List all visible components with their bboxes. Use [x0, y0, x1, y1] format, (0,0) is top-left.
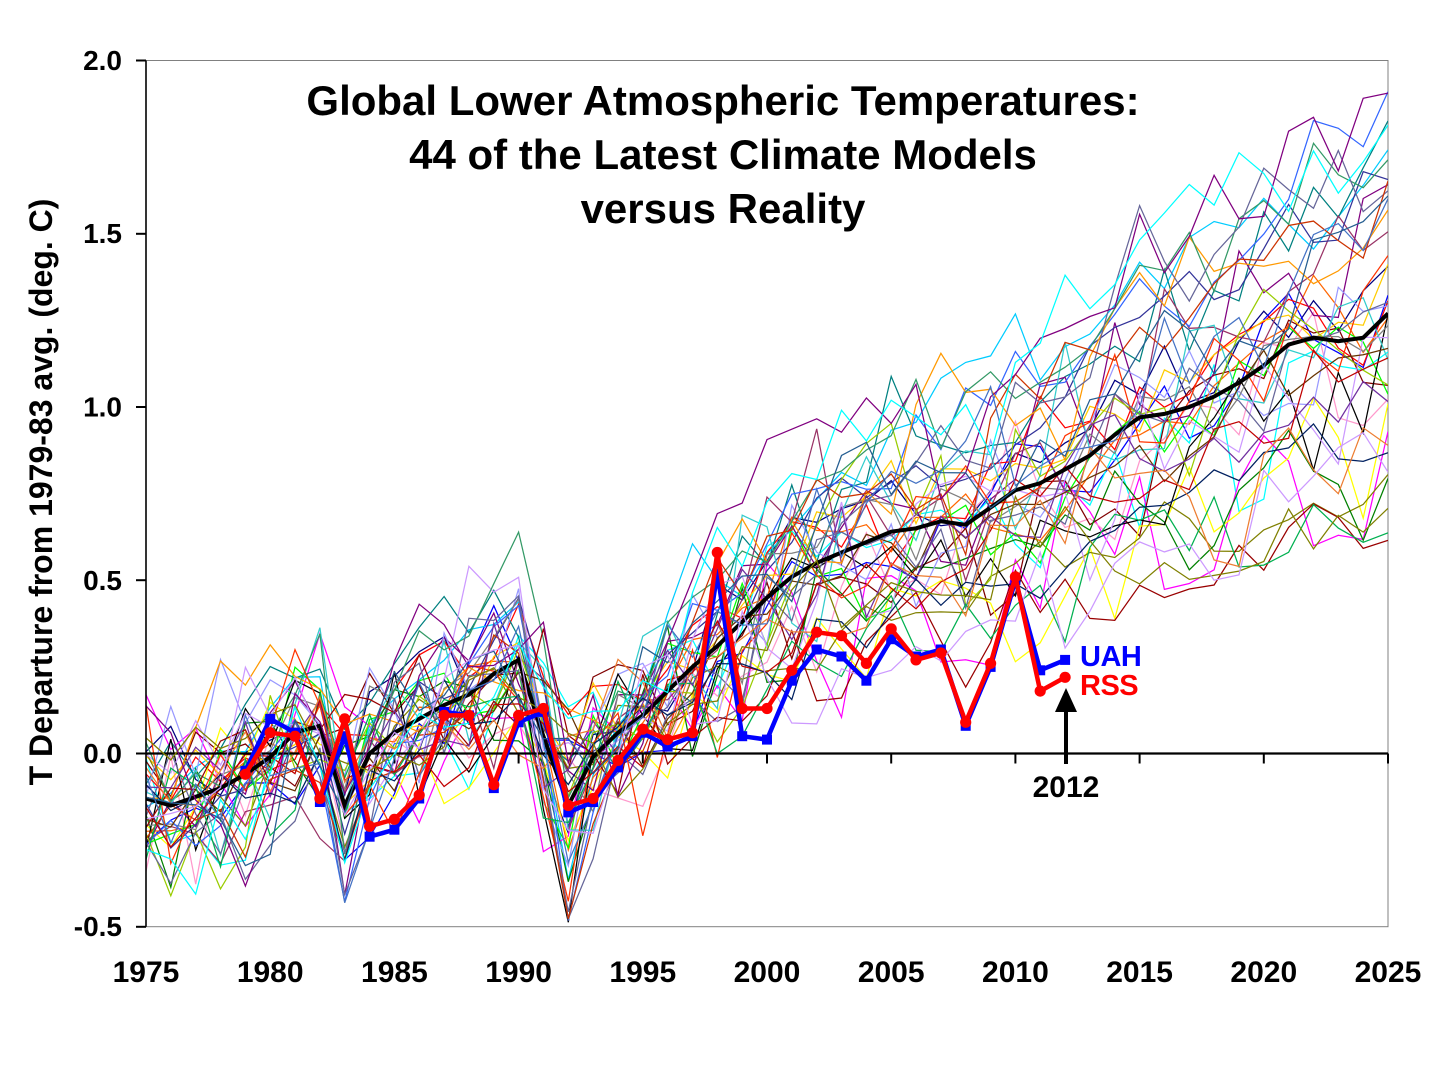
- svg-text:2012: 2012: [1033, 771, 1100, 804]
- svg-text:1.0: 1.0: [83, 392, 122, 423]
- svg-text:2.0: 2.0: [83, 45, 122, 76]
- svg-text:2010: 2010: [982, 956, 1049, 989]
- svg-text:T Departure from 1979-83 avg.: T Departure from 1979-83 avg. (deg. C): [23, 199, 59, 786]
- svg-text:1995: 1995: [609, 956, 676, 989]
- svg-text:2025: 2025: [1355, 956, 1422, 989]
- svg-text:2020: 2020: [1230, 956, 1297, 989]
- svg-text:2000: 2000: [734, 956, 801, 989]
- svg-text:UAH: UAH: [1080, 641, 1141, 673]
- svg-text:1975: 1975: [113, 956, 180, 989]
- svg-text:0.0: 0.0: [83, 738, 122, 769]
- svg-text:1.5: 1.5: [83, 218, 122, 249]
- svg-text:1985: 1985: [361, 956, 428, 989]
- svg-text:2005: 2005: [858, 956, 925, 989]
- svg-text:0.5: 0.5: [83, 565, 122, 596]
- svg-text:44 of the Latest Climate Model: 44 of the Latest Climate Models: [409, 131, 1037, 178]
- svg-text:Global Lower Atmospheric Tempe: Global Lower Atmospheric Temperatures:: [306, 77, 1139, 124]
- svg-text:2015: 2015: [1106, 956, 1173, 989]
- svg-text:-0.5: -0.5: [74, 911, 122, 942]
- svg-text:versus Reality: versus Reality: [581, 185, 866, 232]
- svg-text:RSS: RSS: [1080, 670, 1138, 702]
- svg-text:1990: 1990: [485, 956, 552, 989]
- svg-text:1980: 1980: [237, 956, 304, 989]
